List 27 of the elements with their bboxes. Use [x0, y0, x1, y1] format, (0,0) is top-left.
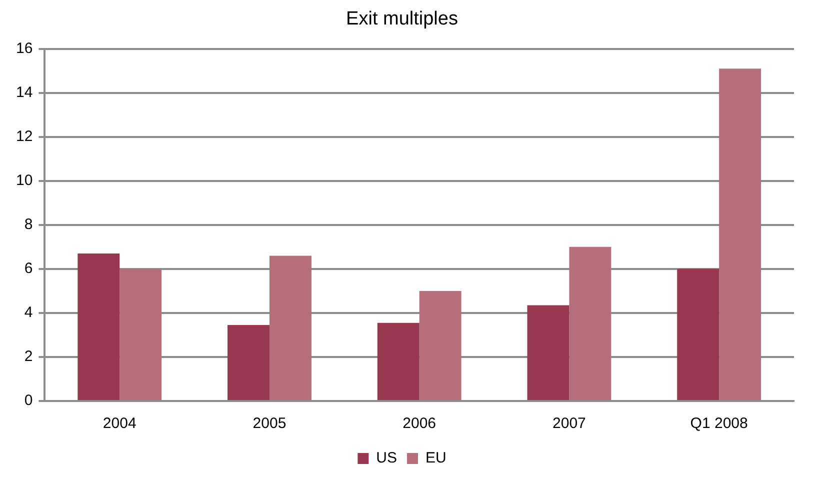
bar: [228, 325, 270, 400]
bar: [527, 305, 570, 400]
bar: [719, 68, 762, 400]
legend-label: EU: [426, 450, 446, 467]
bar: [677, 268, 720, 400]
x-tick-label: 2007: [552, 415, 586, 432]
legend-label: US: [376, 450, 398, 467]
y-tick-label: 14: [16, 84, 33, 101]
x-tick-label: 2005: [252, 415, 286, 432]
y-tick-label: 8: [24, 216, 33, 234]
y-tick-label: 4: [24, 304, 33, 322]
x-tick-label: 2004: [102, 415, 136, 432]
bar: [78, 254, 120, 400]
x-tick-label: Q1 2008: [690, 415, 748, 432]
y-tick-label: 10: [16, 172, 33, 190]
bar: [569, 246, 612, 400]
y-tick-label: 0: [24, 392, 33, 410]
bar: [120, 268, 162, 400]
y-tick-label: 2: [24, 348, 33, 366]
y-tick-label: 6: [24, 260, 33, 278]
chart-title: Exit multiples: [346, 8, 458, 30]
bar: [419, 290, 462, 400]
bar: [269, 256, 312, 400]
x-tick-label: 2006: [402, 415, 436, 432]
bar: [377, 322, 420, 400]
y-tick-label: 12: [16, 128, 33, 145]
y-tick-label: 16: [16, 40, 33, 57]
